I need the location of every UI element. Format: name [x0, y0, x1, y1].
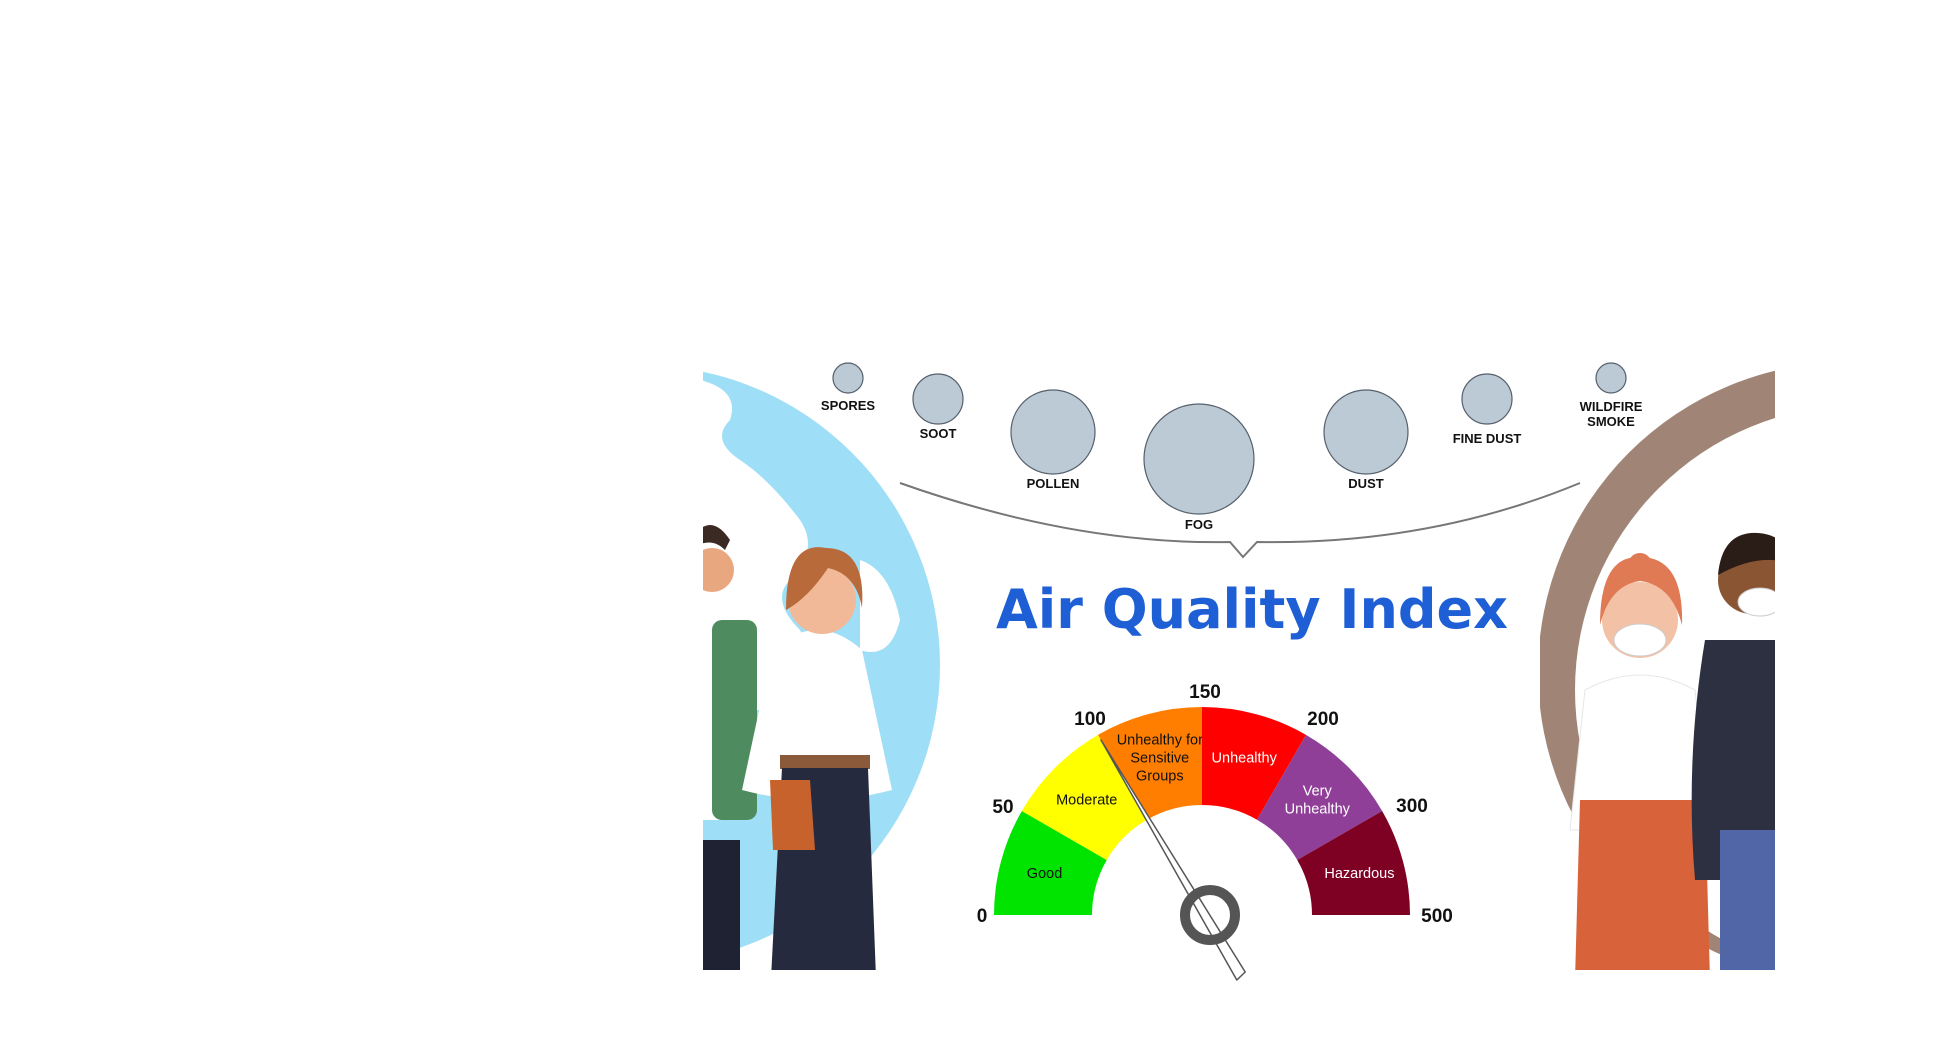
- gauge-band: [994, 811, 1107, 915]
- gauge-tick-label: 100: [1074, 709, 1106, 730]
- gauge-band-label: Very Unhealthy: [1285, 784, 1351, 818]
- gauge-band-label: Unhealthy: [1212, 751, 1278, 767]
- right-illustration: [1540, 370, 1775, 970]
- gauge-band: [1257, 734, 1383, 860]
- particle-label: SPORES: [821, 398, 876, 413]
- particle-circle-icon: [912, 373, 964, 425]
- particle-label: SOOT: [920, 426, 957, 441]
- gauge-band-label: Moderate: [1056, 793, 1117, 809]
- gauge-band-label: Hazardous: [1324, 866, 1394, 882]
- gauge-band-label: Good: [1027, 866, 1062, 882]
- gauge-band: [1098, 707, 1202, 820]
- particle-item: FOG: [1143, 403, 1255, 532]
- particle-item: SPORES: [821, 362, 876, 413]
- gauge-needle: [1100, 739, 1246, 981]
- gauge-band-label: Unhealthy for Sensitive Groups: [1117, 733, 1203, 785]
- gauge-band: [1297, 811, 1410, 915]
- particle-label: FINE DUST: [1453, 431, 1522, 446]
- particle-item: POLLEN: [1010, 389, 1096, 491]
- particle-item: FINE DUST: [1453, 373, 1522, 446]
- particle-circle-icon: [832, 362, 864, 394]
- particles-bracket: [899, 482, 1581, 559]
- particle-circle-icon: [1143, 403, 1255, 515]
- gauge-tick-label: 200: [1307, 709, 1339, 730]
- particle-circle-icon: [1010, 389, 1096, 475]
- particle-list: SPORES SOOT POLLEN FOG DUST FINE DUST WILDFIRE…: [821, 362, 1643, 532]
- gauge-tick-label: 0: [977, 906, 988, 927]
- gauge-tick-label: 300: [1396, 796, 1428, 817]
- gauge-tick-label: 150: [1189, 682, 1221, 703]
- particle-label: WILDFIRE SMOKE: [1580, 399, 1643, 429]
- gauge-tick-label: 50: [992, 797, 1013, 818]
- particle-circle-icon: [1323, 389, 1409, 475]
- page-title: Air Quality Index: [996, 578, 1508, 641]
- gauge-tick-label: 500: [1421, 906, 1453, 927]
- particle-label: DUST: [1348, 476, 1383, 491]
- particle-item: DUST: [1323, 389, 1409, 491]
- particle-item: SOOT: [912, 373, 964, 441]
- gauge-band: [1202, 707, 1306, 820]
- mask-icon: [1613, 623, 1667, 657]
- particle-label: FOG: [1185, 517, 1213, 532]
- gauge-hub: [1180, 885, 1240, 945]
- particle-label: POLLEN: [1027, 476, 1080, 491]
- particle-circle-icon: [1461, 373, 1513, 425]
- particle-circle-icon: [1595, 362, 1627, 394]
- particle-item: WILDFIRE SMOKE: [1580, 362, 1643, 429]
- mask-icon: [1737, 587, 1775, 617]
- left-illustration: [703, 371, 940, 970]
